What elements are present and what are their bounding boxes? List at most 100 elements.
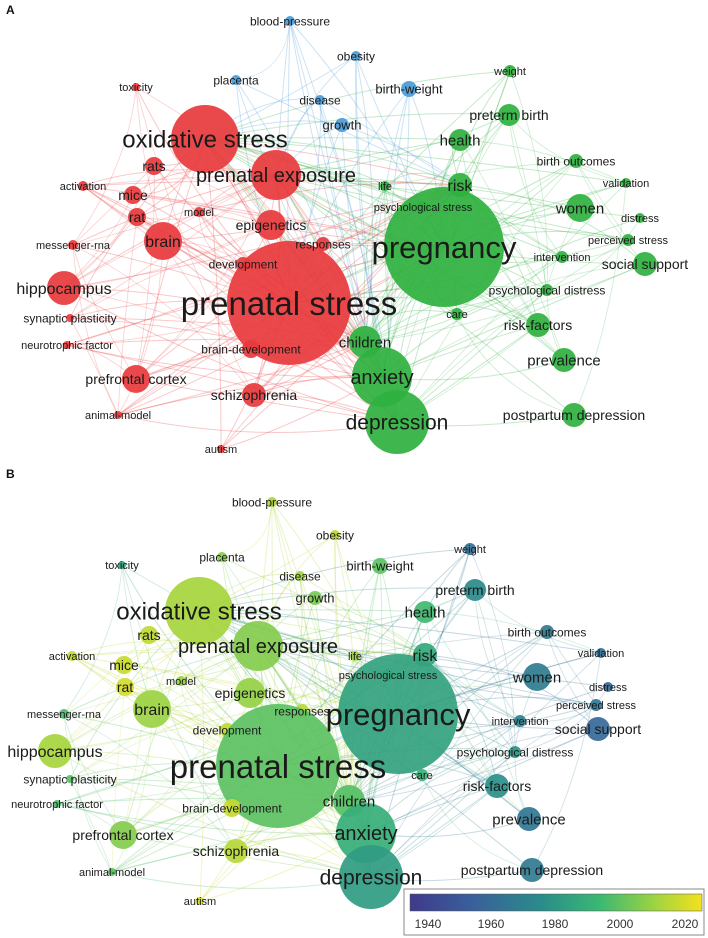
co-occurrence-link <box>63 224 272 289</box>
term-label: disease <box>299 93 341 107</box>
term-node <box>633 252 657 276</box>
co-occurrence-link <box>198 211 244 265</box>
term-label: messenger-rna <box>36 240 111 252</box>
term-label: care <box>411 770 432 782</box>
term-node <box>449 129 471 151</box>
term-label: health <box>440 132 481 149</box>
term-node <box>217 552 227 562</box>
term-node <box>114 411 122 419</box>
co-occurrence-link <box>546 631 599 730</box>
term-node <box>242 340 260 358</box>
co-occurrence-link <box>72 174 277 246</box>
co-occurrence-link <box>370 652 602 878</box>
co-occurrence-link <box>204 137 461 141</box>
term-label: oxidative stress <box>122 127 287 154</box>
co-occurrence-link <box>519 704 597 723</box>
term-label: prefrontal cortex <box>72 827 173 843</box>
co-occurrence-link <box>82 169 277 187</box>
term-label: birth outcomes <box>537 154 616 168</box>
term-node <box>464 579 486 601</box>
term-label: synaptic plasticity <box>23 311 116 325</box>
term-node <box>335 118 349 132</box>
co-occurrence-link <box>424 654 599 730</box>
term-node <box>350 651 360 661</box>
term-node <box>517 807 541 831</box>
term-node <box>464 543 476 555</box>
term-label: neurotrophic factor <box>11 799 103 811</box>
co-occurrence-link <box>348 720 521 802</box>
term-label: perceived stress <box>588 235 669 247</box>
co-occurrence-link <box>509 70 548 291</box>
co-occurrence-link <box>355 55 373 343</box>
co-occurrence-link <box>63 713 113 873</box>
term-label: autism <box>184 896 216 908</box>
co-occurrence-link <box>198 548 471 612</box>
term-node <box>401 81 417 97</box>
co-occurrence-link <box>72 244 255 396</box>
co-occurrence-link <box>122 729 228 836</box>
term-label: rat <box>117 679 133 695</box>
co-occurrence-link <box>257 645 609 688</box>
co-occurrence-link <box>63 634 150 715</box>
term-node <box>295 571 305 581</box>
colorbar-tick: 1960 <box>478 917 505 931</box>
term-label: weight <box>453 544 486 556</box>
term-label: intervention <box>492 716 549 728</box>
co-occurrence-link <box>235 20 291 81</box>
term-node <box>115 656 133 674</box>
term-node <box>540 625 554 639</box>
term-node <box>38 734 72 768</box>
co-occurrence-link <box>69 224 272 319</box>
term-node <box>171 105 239 173</box>
term-node <box>116 678 134 696</box>
panel-b-year-overlay-network: B blood-pressure obesity placenta toxicity d… <box>6 467 641 909</box>
co-occurrence-link <box>63 645 259 715</box>
co-occurrence-link <box>69 692 251 780</box>
term-label: development <box>209 257 278 271</box>
co-occurrence-link <box>354 631 548 657</box>
co-occurrence-link <box>82 185 383 378</box>
co-occurrence-link <box>111 708 153 873</box>
term-label: animal-model <box>79 867 145 879</box>
co-occurrence-link <box>132 194 272 226</box>
co-occurrence-link <box>289 20 366 343</box>
panel-a-label: A <box>6 3 15 17</box>
co-occurrence-link <box>299 575 426 656</box>
co-occurrence-link <box>204 113 510 140</box>
term-label: pregnancy <box>372 230 517 265</box>
co-occurrence-link <box>364 256 563 343</box>
term-label: blood-pressure <box>232 495 312 509</box>
term-node <box>78 181 88 191</box>
panel-a-cluster-network: A blood-pressure obesity placenta toxicity d… <box>6 3 688 456</box>
co-occurrence-link <box>72 86 137 246</box>
co-occurrence-link <box>69 645 259 780</box>
term-node <box>485 774 509 798</box>
term-node <box>109 821 137 849</box>
term-label: psychological distress <box>489 283 606 297</box>
term-label: brain <box>134 702 170 719</box>
co-occurrence-link <box>364 263 646 343</box>
term-label: responses <box>274 704 329 718</box>
term-node <box>128 208 146 226</box>
co-occurrence-link <box>63 287 398 423</box>
term-label: depression <box>346 412 449 435</box>
panel-b-term-labels: blood-pressure obesity placenta toxicity dis… <box>7 495 641 908</box>
co-occurrence-link <box>424 611 602 654</box>
co-occurrence-link <box>381 263 646 378</box>
term-label: risk <box>413 648 439 665</box>
term-node <box>330 530 340 540</box>
co-occurrence-link <box>198 587 476 612</box>
co-occurrence-link <box>459 139 627 184</box>
term-node <box>569 154 583 168</box>
term-label: rats <box>142 158 165 174</box>
co-occurrence-link <box>363 185 386 343</box>
term-node <box>66 314 74 322</box>
co-occurrence-link <box>204 138 222 450</box>
term-node <box>514 715 526 727</box>
colorbar-gradient <box>409 893 703 912</box>
co-occurrence-link <box>319 99 461 186</box>
co-occurrence-link <box>348 720 521 802</box>
term-label: prefrontal cortex <box>85 371 186 387</box>
co-occurrence-link <box>204 138 563 258</box>
term-label: life <box>378 181 392 193</box>
